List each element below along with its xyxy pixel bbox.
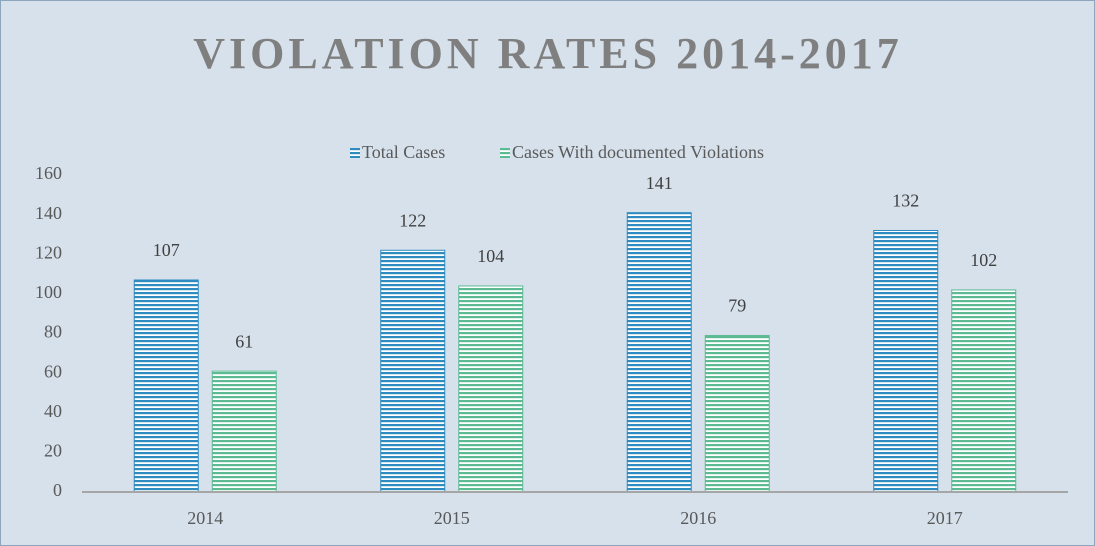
- data-label: 122: [399, 210, 426, 230]
- bar: [380, 249, 446, 493]
- legend-label: Total Cases: [362, 142, 445, 162]
- y-tick-label: 160: [35, 163, 62, 183]
- data-label: 107: [153, 240, 180, 260]
- x-tick-label: 2017: [927, 508, 963, 528]
- bar: [458, 285, 524, 493]
- bar: [133, 279, 199, 493]
- y-tick-label: 80: [44, 322, 62, 342]
- bar: [873, 229, 939, 493]
- legend-swatch: [350, 148, 360, 158]
- data-label: 79: [728, 296, 746, 316]
- chart-title: VIOLATION RATES 2014-2017: [193, 29, 903, 78]
- data-label: 141: [646, 173, 673, 193]
- bar: [626, 212, 692, 493]
- x-tick-label: 2016: [680, 508, 716, 528]
- x-tick-label: 2014: [187, 508, 223, 528]
- bar: [211, 370, 277, 493]
- y-tick-label: 0: [53, 480, 62, 500]
- data-label: 102: [970, 250, 997, 270]
- data-label: 132: [892, 191, 919, 211]
- legend-swatch: [500, 148, 510, 158]
- y-tick-label: 120: [35, 242, 62, 262]
- y-tick-label: 140: [35, 203, 62, 223]
- legend-label: Cases With documented Violations: [512, 142, 764, 162]
- data-label: 104: [477, 246, 504, 266]
- bar: [704, 334, 770, 493]
- y-tick-label: 60: [44, 361, 62, 381]
- y-tick-label: 40: [44, 401, 62, 421]
- data-label: 61: [235, 331, 253, 351]
- x-tick-label: 2015: [434, 508, 470, 528]
- y-tick-label: 100: [35, 282, 62, 302]
- bar: [951, 289, 1017, 493]
- y-tick-label: 20: [44, 441, 62, 461]
